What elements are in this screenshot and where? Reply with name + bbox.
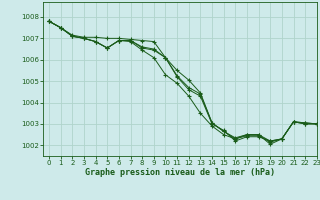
X-axis label: Graphe pression niveau de la mer (hPa): Graphe pression niveau de la mer (hPa) bbox=[85, 168, 275, 177]
